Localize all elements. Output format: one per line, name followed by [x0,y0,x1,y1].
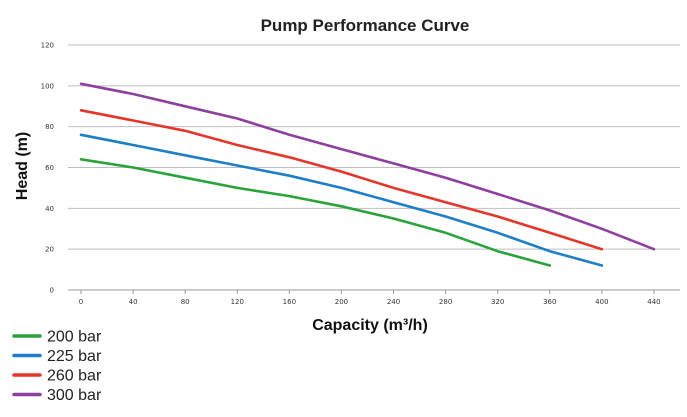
series-line-1 [79,133,604,267]
y-tick-label-6: 120 [41,42,54,50]
x-tick-label-0: 0 [79,298,83,306]
y-tick-label-3: 60 [45,164,54,172]
y-tick-label-4: 80 [45,123,54,131]
y-axis-title: Head (m) [14,132,31,200]
legend-label-1: 225 bar [47,348,102,365]
x-tick-label-9: 360 [543,298,556,306]
legend: 200 bar 225 bar 260 bar 300 bar [12,329,102,404]
x-tick-label-10: 400 [595,298,608,306]
x-tick-label-2: 80 [181,298,190,306]
y-tick-label-0: 0 [50,287,54,295]
series-lines [79,82,656,267]
x-tick-label-8: 320 [491,298,504,306]
y-tick-label-1: 20 [45,246,54,254]
series-line-2 [79,109,604,251]
x-axis-title: Capacity (m³/h) [312,317,428,334]
x-tick-label-6: 240 [387,298,400,306]
x-tick-label-4: 160 [283,298,296,306]
y-tick-label-5: 100 [41,82,54,90]
chart-title: Pump Performance Curve [261,16,470,35]
legend-label-2: 260 bar [47,368,102,385]
axes: 0 20 40 60 80 100 120 0 40 80 120 160 200 240 280 320 36… [41,42,680,306]
x-tick-label-11: 440 [647,298,660,306]
y-tick-label-2: 40 [45,205,54,213]
legend-label-3: 300 bar [47,387,102,404]
x-tick-label-7: 280 [439,298,452,306]
legend-label-0: 200 bar [47,329,102,346]
x-tick-label-1: 40 [129,298,138,306]
x-tick-label-5: 200 [335,298,348,306]
series-line-0 [79,158,552,267]
series-line-3 [79,82,656,251]
x-tick-label-3: 120 [231,298,244,306]
